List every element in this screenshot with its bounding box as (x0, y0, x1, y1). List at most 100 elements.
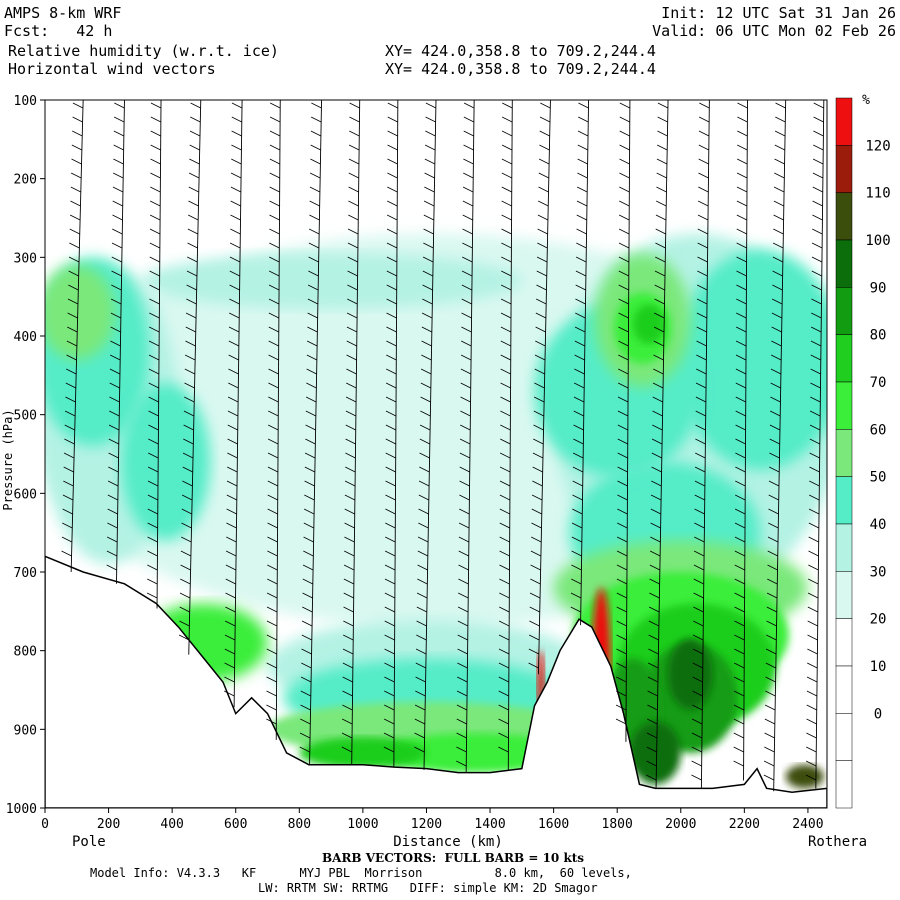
colorbar-swatch (835, 760, 853, 809)
barb-flag (572, 494, 583, 501)
barb-flag (501, 130, 513, 137)
barb-flag (805, 774, 817, 781)
barb-flag (499, 536, 510, 543)
barb-flag (735, 452, 746, 459)
barb-flag (266, 620, 278, 627)
barb-flag (344, 522, 355, 529)
barb-flag (655, 256, 666, 263)
barb-flag (67, 298, 79, 305)
barb-flag (300, 718, 311, 725)
barb-flag (179, 620, 190, 627)
barb-flag (539, 116, 551, 123)
barb-flag (62, 494, 74, 501)
barb-flag (109, 382, 120, 389)
barb-flag (106, 550, 118, 557)
barb-flag (268, 396, 279, 403)
barb-flag (269, 228, 280, 235)
barb-flag (266, 662, 277, 669)
barb-flag (535, 340, 546, 347)
barb-flag (698, 172, 709, 179)
barb-flag (309, 214, 320, 221)
barb-staff (233, 100, 243, 708)
barb-flag (499, 564, 510, 571)
barb-flag (770, 410, 781, 417)
barb-flag (302, 564, 314, 571)
barb-flag (342, 718, 353, 725)
barb-flag (387, 144, 398, 151)
barb-flag (267, 508, 278, 515)
barb-flag (735, 424, 746, 431)
barb-flag (267, 480, 279, 487)
barb-flag (695, 452, 706, 459)
barb-flag (529, 620, 540, 627)
barb-flag (301, 648, 312, 655)
barb-flag (114, 102, 125, 109)
barb-flag (182, 452, 194, 459)
barb-flag (500, 410, 511, 417)
barb-flag (227, 466, 238, 473)
colorbar-label: 0 (874, 706, 882, 722)
barb-flag (734, 578, 745, 585)
barb-flag (501, 256, 512, 263)
barb-flag (269, 242, 280, 249)
barb-flag (419, 424, 431, 431)
barb-flag (809, 480, 820, 487)
barb-flag (574, 368, 585, 375)
barb-flag (617, 396, 629, 403)
barb-flag (647, 676, 659, 683)
barb-flag (386, 354, 397, 361)
barb-flag (734, 662, 745, 669)
barb-flag (619, 186, 630, 193)
barb-flag (735, 410, 746, 417)
barb-flag (113, 144, 124, 151)
barb-flag (618, 298, 629, 305)
barb-flag (616, 592, 627, 599)
barb-flag (696, 368, 707, 375)
barb-flag (734, 634, 745, 641)
barb-flag (618, 312, 629, 319)
barb-flag (416, 606, 428, 613)
x-tick-label: 600 (224, 817, 247, 832)
barb-flag (270, 102, 281, 109)
barb-flag (775, 116, 786, 123)
barb-flag (180, 578, 191, 585)
barb-flag (309, 200, 320, 207)
barb-flag (149, 270, 160, 277)
barb-flag (692, 690, 703, 697)
rh-region (299, 737, 427, 769)
barb-flag (228, 340, 240, 347)
barb-flag (657, 102, 669, 109)
barb-flag (537, 242, 548, 249)
barb-flag (571, 564, 582, 571)
barb-flag (734, 522, 746, 529)
barb-flag (771, 340, 782, 347)
barb-staff (393, 100, 399, 768)
barb-flag (300, 690, 311, 697)
barb-flag (148, 382, 159, 389)
barb-flag (422, 270, 434, 277)
barb-flag (228, 354, 239, 361)
barb-flag (534, 368, 545, 375)
barb-flag (417, 578, 428, 585)
barb-flag (809, 466, 820, 473)
barb-flag (807, 662, 818, 669)
barb-flag (307, 312, 318, 319)
barb-flag (226, 494, 237, 501)
barb-flag (349, 102, 360, 109)
barb-flag (384, 592, 396, 599)
barb-flag (501, 270, 512, 277)
barb-flag (69, 242, 80, 249)
barb-flag (230, 172, 242, 179)
barb-flag (574, 340, 586, 347)
barb-flag (109, 410, 120, 417)
barb-flag (501, 158, 513, 165)
barb-flag (692, 648, 704, 655)
barb-flag (184, 368, 196, 375)
barb-flag (570, 606, 581, 613)
barb-flag (498, 676, 509, 683)
barb-flag (531, 522, 542, 529)
barb-flag (147, 480, 159, 487)
barb-flag (147, 536, 158, 543)
barb-flag (698, 186, 709, 193)
